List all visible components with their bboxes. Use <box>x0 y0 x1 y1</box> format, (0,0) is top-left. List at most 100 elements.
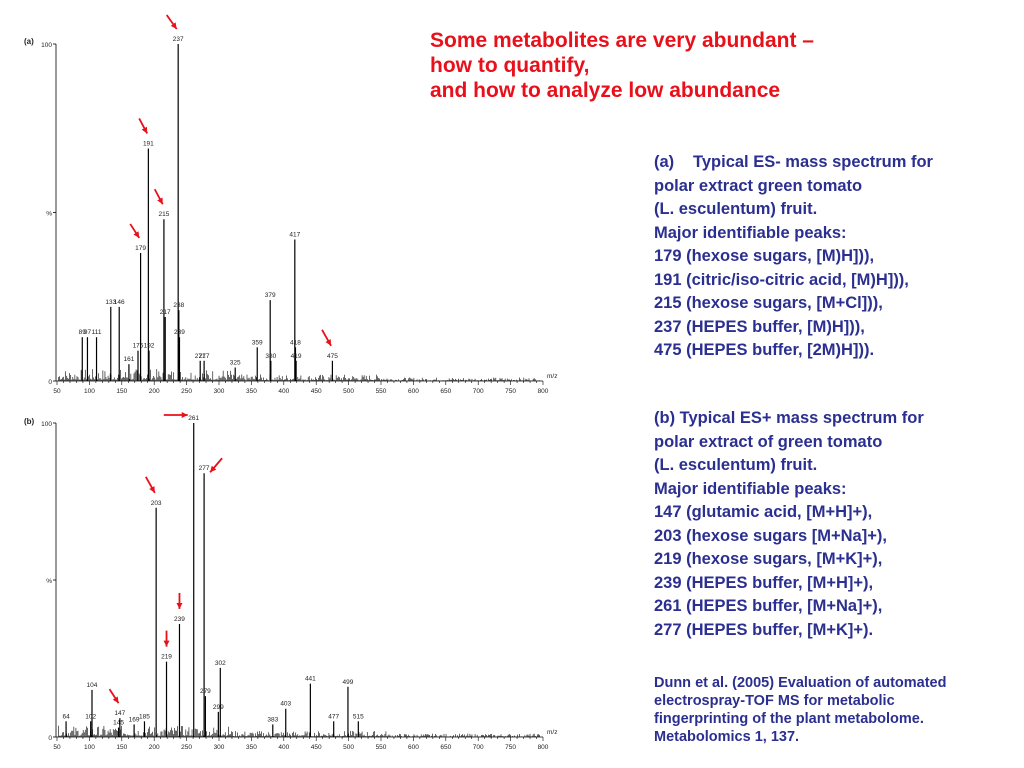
citation-line: Dunn et al. (2005) Evaluation of automat… <box>654 675 947 691</box>
caption-line: (b) Typical ES+ mass spectrum for <box>654 409 924 427</box>
title-line: how to quantify, <box>430 54 590 77</box>
x-tick-label: 600 <box>408 388 419 395</box>
y-tick-label: 0 <box>48 735 52 742</box>
caption-line: Typical ES- mass spectrum for <box>693 153 933 171</box>
panel-label: (a) <box>24 37 34 46</box>
title-line: Some metabolites are very abundant – <box>430 29 814 52</box>
peak-label-239: 239 <box>174 329 185 336</box>
peak-label-237: 237 <box>173 36 184 43</box>
y-tick-label: 0 <box>48 379 52 386</box>
peak-label-169: 169 <box>129 716 140 723</box>
x-tick-label: 350 <box>246 388 257 395</box>
x-tick-label: 750 <box>505 744 516 751</box>
x-tick-label: 350 <box>246 744 257 751</box>
peak-label-104: 104 <box>87 682 98 689</box>
x-tick-label: 200 <box>149 388 160 395</box>
y-tick-label: 100 <box>41 421 52 428</box>
x-tick-label: 650 <box>440 744 451 751</box>
peak-label-477: 477 <box>328 713 339 720</box>
x-tick-label: 700 <box>473 744 484 751</box>
peak-label-239: 239 <box>174 616 185 623</box>
x-tick-label: 550 <box>376 744 387 751</box>
slide-title: Some metabolites are very abundant – how… <box>430 28 990 103</box>
x-tick-label: 250 <box>181 388 192 395</box>
peak-label-89: 89 <box>79 329 87 336</box>
peak-label-175: 175 <box>133 343 144 350</box>
caption-line: polar extract of green tomato <box>654 432 883 451</box>
x-tick-label: 400 <box>278 744 289 751</box>
caption-line: Major identifiable peaks: <box>654 479 847 498</box>
caption-line: 239 (HEPES buffer, [M+H]+), <box>654 573 874 592</box>
caption-b: (b) Typical ES+ mass spectrum for polar … <box>654 407 924 642</box>
x-tick-label: 250 <box>181 744 192 751</box>
x-tick-label: 650 <box>440 388 451 395</box>
peak-label-475: 475 <box>327 353 338 360</box>
x-tick-label: 100 <box>84 388 95 395</box>
peak-label-499: 499 <box>343 679 354 686</box>
caption-line: 277 (HEPES buffer, [M+K]+). <box>654 620 874 639</box>
peak-label-403: 403 <box>280 701 291 708</box>
x-tick-label: 200 <box>149 744 160 751</box>
caption-line: 147 (glutamic acid, [M+H]+), <box>654 503 873 521</box>
x-tick-label: 400 <box>278 388 289 395</box>
peak-label-217: 217 <box>160 309 171 316</box>
peak-label-102: 102 <box>85 713 96 720</box>
peak-label-302: 302 <box>215 660 226 667</box>
x-tick-label: 50 <box>53 388 61 395</box>
spectrum-panel-a: (a) 100% 050 100 150 200 250 300 350 400 450 500 550… <box>24 14 557 395</box>
peak-label-299: 299 <box>213 704 224 711</box>
y-tick-label: % <box>46 211 52 218</box>
peak-arrow-219 <box>163 630 170 647</box>
x-tick-label: 500 <box>343 388 354 395</box>
caption-line: (L. esculentum) fruit. <box>654 200 818 218</box>
x-tick-label: 600 <box>408 744 419 751</box>
x-tick-label: 100 <box>84 744 95 751</box>
title-line: and how to analyze low abundance <box>430 79 781 102</box>
caption-line: 203 (hexose sugars [M+Na]+), <box>654 526 887 545</box>
x-tick-label: 300 <box>214 388 225 395</box>
x-axis-label: m/z <box>547 729 557 736</box>
caption-line: 237 (HEPES buffer, [M)H])), <box>654 317 865 336</box>
y-tick-label: % <box>46 578 52 585</box>
peak-arrow-277 <box>209 457 223 473</box>
peak-label-145: 145 <box>113 720 124 727</box>
x-tick-label: 500 <box>343 744 354 751</box>
peak-arrow-147 <box>108 688 120 704</box>
x-tick-label: 150 <box>116 744 127 751</box>
peak-label-279: 279 <box>200 688 211 695</box>
caption-a: (a) Typical ES- mass spectrum for polar … <box>654 151 933 363</box>
x-tick-label: 700 <box>473 388 484 395</box>
peak-label-417: 417 <box>289 231 300 238</box>
peak-label-271: 271 <box>195 353 206 360</box>
peak-label-418: 418 <box>290 339 301 346</box>
peak-label-147: 147 <box>114 710 125 717</box>
peak-label-380: 380 <box>265 353 276 360</box>
peak-label-277: 277 <box>199 353 210 360</box>
x-tick-label: 50 <box>53 744 61 751</box>
peak-label-133: 133 <box>105 299 116 306</box>
peak-label-111: 111 <box>92 329 102 336</box>
y-tick-label: 100 <box>41 42 52 49</box>
x-tick-label: 450 <box>311 744 322 751</box>
peak-label-161: 161 <box>123 356 134 363</box>
citation-line: electrospray-TOF MS for metabolic <box>654 693 895 709</box>
peak-arrow-179 <box>129 223 140 239</box>
citation-line: Metabolomics 1, 137. <box>654 729 800 745</box>
caption-line: Major identifiable peaks: <box>654 223 847 242</box>
x-tick-label: 150 <box>116 388 127 395</box>
peak-label-441: 441 <box>305 676 316 683</box>
citation-line: fingerprinting of the plant metabolome. <box>654 711 924 727</box>
caption-line: 475 (HEPES buffer, [2M)H])). <box>654 341 875 359</box>
peak-label-261: 261 <box>188 415 199 422</box>
peak-label-191: 191 <box>143 140 154 147</box>
caption-a-tag: (a) <box>654 153 675 171</box>
peak-label-64: 64 <box>62 713 70 720</box>
caption-line: 179 (hexose sugars, [M)H])), <box>654 247 875 265</box>
peak-label-419: 419 <box>291 353 302 360</box>
peak-label-325: 325 <box>230 360 241 367</box>
peak-arrow-261 <box>163 412 188 418</box>
caption-line: 191 (citric/iso-citric acid, [M)H])), <box>654 270 909 289</box>
peak-arrow-203 <box>145 476 156 494</box>
peak-arrow-191 <box>138 118 148 134</box>
caption-line: 215 (hexose sugars, [M+Cl])), <box>654 294 883 312</box>
